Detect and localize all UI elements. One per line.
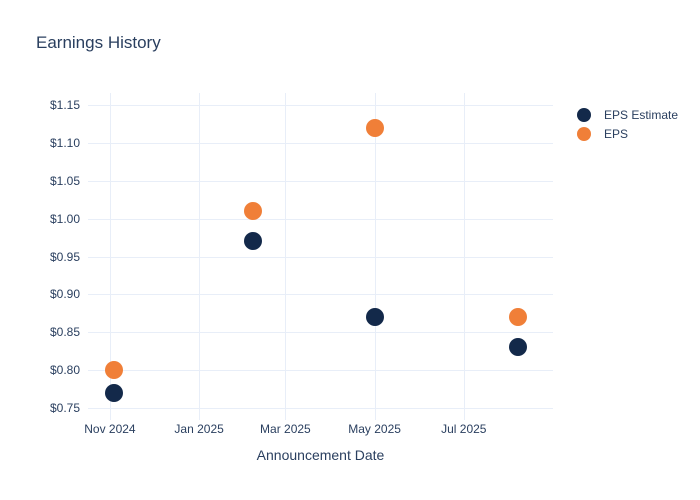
v-gridline [109, 93, 111, 420]
h-gridline [88, 105, 553, 107]
y-tick-label: $0.95 [49, 249, 80, 264]
h-gridline [88, 370, 553, 372]
x-axis-title: Announcement Date [256, 447, 385, 463]
marker-eps[interactable] [244, 202, 263, 221]
marker-eps-estimate[interactable] [508, 338, 527, 357]
legend: EPS Estimate EPS [577, 105, 678, 143]
y-tick-label: $0.85 [49, 325, 80, 340]
marker-eps[interactable] [508, 308, 527, 327]
plot-area[interactable] [88, 93, 553, 420]
marker-eps-estimate[interactable] [105, 383, 124, 402]
v-gridline [285, 93, 287, 420]
x-tick-label: Jul 2025 [441, 422, 487, 436]
x-tick-label: Mar 2025 [260, 422, 311, 436]
y-tick-label: $1.00 [49, 211, 80, 226]
x-tick-label: Jan 2025 [174, 422, 224, 436]
v-gridline [374, 93, 376, 420]
h-gridline [88, 142, 553, 144]
h-gridline [88, 218, 553, 220]
h-gridline [88, 407, 553, 409]
marker-eps[interactable] [365, 118, 384, 137]
legend-marker-eps [577, 126, 591, 141]
y-tick-label: $0.80 [49, 363, 80, 378]
y-tick-label: $0.90 [49, 287, 80, 302]
marker-eps[interactable] [105, 361, 124, 380]
y-tick-label: $1.10 [49, 135, 80, 150]
marker-eps-estimate[interactable] [365, 308, 384, 327]
y-tick-label: $1.15 [49, 98, 80, 113]
legend-marker-eps-estimate [577, 107, 591, 122]
legend-label: EPS Estimate [604, 107, 679, 122]
legend-item-eps-estimate[interactable]: EPS Estimate [577, 105, 678, 124]
chart-title: Earnings History [36, 33, 161, 52]
v-gridline [199, 93, 201, 420]
h-gridline [88, 332, 553, 334]
legend-item-eps[interactable]: EPS [577, 124, 678, 143]
x-tick-label: Nov 2024 [84, 422, 136, 436]
h-gridline [88, 180, 553, 182]
y-tick-label: $1.05 [49, 173, 80, 188]
x-tick-label: May 2025 [348, 422, 401, 436]
x-axis-tick-labels: Nov 2024 Jan 2025 Mar 2025 May 2025 Jul 2025 [84, 422, 553, 438]
h-gridline [88, 256, 553, 258]
h-gridline [88, 294, 553, 296]
y-tick-label: $0.75 [49, 400, 80, 415]
legend-label: EPS [604, 126, 629, 141]
y-axis-tick-labels: $0.75 $0.80 $0.85 $0.90 $0.95 $1.00 $1.05 $1.10… [0, 93, 80, 420]
v-gridline [463, 93, 465, 420]
marker-eps-estimate[interactable] [244, 232, 263, 251]
